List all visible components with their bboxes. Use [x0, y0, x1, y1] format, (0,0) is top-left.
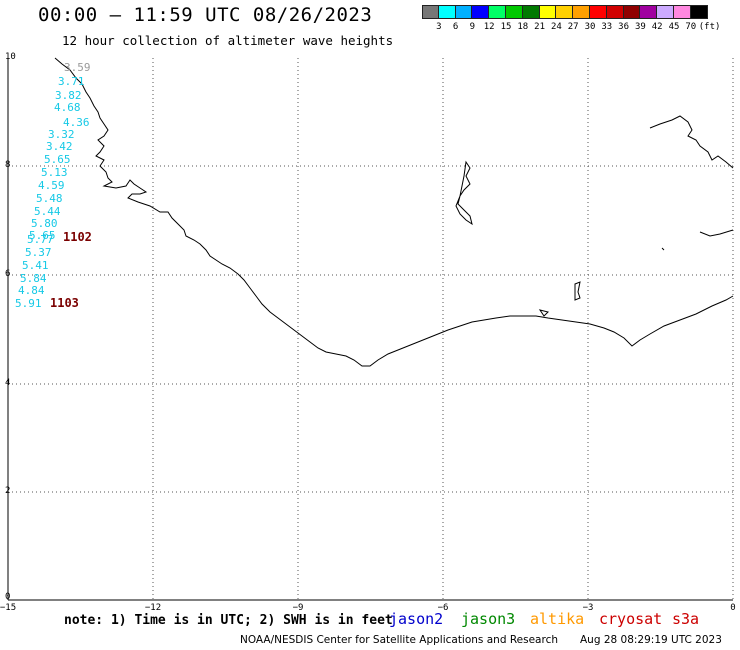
legend-label: 30 [584, 22, 596, 32]
wave-height-label: 5.41 [22, 259, 49, 272]
wave-height-label: 5.48 [36, 192, 63, 205]
satellite-label-altika: altika [530, 610, 585, 628]
legend-label: 9 [469, 22, 476, 32]
legend-swatch [657, 5, 674, 19]
wave-height-label: 4.36 [63, 116, 90, 129]
legend-label: 45 [668, 22, 680, 32]
wave-height-label: 4.68 [54, 101, 81, 114]
legend-swatch [606, 5, 624, 19]
wave-height-label: 5.65 [44, 153, 71, 166]
wave-height-label: 3.82 [55, 89, 82, 102]
wave-height-label: 5.91 [15, 297, 42, 310]
legend-swatch [690, 5, 708, 19]
satellite-label-s3a: s3a [672, 610, 700, 628]
satellite-label-jason3: jason3 [461, 610, 516, 628]
legend-label: 12 [483, 22, 495, 32]
legend-label: 33 [601, 22, 613, 32]
x-tick-label: −6 [437, 603, 449, 613]
page-title: 00:00 – 11:59 UTC 08/26/2023 [38, 4, 373, 26]
y-tick-label: 8 [5, 160, 11, 170]
generated-timestamp: Aug 28 08:29:19 UTC 2023 [580, 634, 722, 646]
wave-height-label: 3.71 [58, 75, 85, 88]
y-tick-label: 2 [5, 486, 11, 496]
y-tick-label: 10 [5, 52, 16, 62]
legend-swatch [505, 5, 523, 19]
wave-height-label: 5.80 [31, 217, 58, 230]
legend-swatch [556, 5, 574, 19]
legend-label: 36 [618, 22, 630, 32]
legend-label: 15 [500, 22, 512, 32]
wave-height-label: 5.13 [41, 166, 68, 179]
legend-swatch [623, 5, 641, 19]
wave-height-label: 5.84 [20, 272, 47, 285]
grid-lines [8, 58, 734, 600]
legend-label: 39 [634, 22, 646, 32]
x-tick-label: −15 [0, 603, 17, 613]
footer-note: note: 1) Time is in UTC; 2) SWH is in fe… [64, 613, 393, 628]
legend-label: 21 [534, 22, 546, 32]
y-tick-label: 0 [5, 592, 11, 602]
x-tick-label: −9 [292, 603, 304, 613]
legend-swatch [573, 5, 590, 19]
wave-height-label: 5.77 [27, 233, 54, 246]
legend-label: 6 [452, 22, 459, 32]
map-frame [7, 58, 733, 601]
legend-swatch [438, 5, 456, 19]
color-legend [422, 5, 708, 19]
legend-swatch [640, 5, 658, 19]
legend-label: 24 [550, 22, 562, 32]
legend-swatch [422, 5, 439, 19]
legend-swatch [489, 5, 506, 19]
cycle-label: 1102 [63, 230, 92, 244]
legend-label: 3 [436, 22, 442, 32]
x-tick-label: −12 [144, 603, 162, 613]
wave-height-label: 4.59 [38, 179, 65, 192]
x-tick-label: −3 [582, 603, 594, 613]
legend-swatch [455, 5, 473, 19]
wave-height-label: 5.37 [25, 246, 52, 259]
wave-height-label: 3.59 [64, 61, 91, 74]
legend-swatch [539, 5, 557, 19]
legend-label: 42 [651, 22, 663, 32]
wave-height-label: 5.44 [34, 205, 61, 218]
legend-label: 70 [685, 22, 697, 32]
coastline [54, 57, 734, 367]
page-subtitle: 12 hour collection of altimeter wave hei… [62, 33, 394, 48]
wave-height-label: 4.84 [18, 284, 45, 297]
x-tick-label: 0 [730, 603, 736, 613]
legend-swatch [522, 5, 540, 19]
color-legend-labels: 3 6 9 12 15 18 21 24 27 30 33 36 39 42 45 70 (ft) [422, 22, 740, 34]
wave-height-label: 5.65 [29, 229, 56, 242]
legend-label: 18 [517, 22, 529, 32]
wave-height-label: 3.32 [48, 128, 75, 141]
legend-swatch [472, 5, 490, 19]
legend-swatch [589, 5, 607, 19]
legend-unit-label: (ft) [698, 22, 721, 32]
wave-height-label: 3.42 [46, 140, 73, 153]
y-tick-label: 4 [5, 378, 11, 388]
satellite-label-cryosat: cryosat [599, 610, 663, 628]
cycle-label: 1103 [50, 296, 79, 310]
satellite-label-jason2: jason2 [389, 610, 444, 628]
y-tick-label: 6 [5, 269, 11, 279]
legend-label: 27 [567, 22, 579, 32]
credit-text: NOAA/NESDIS Center for Satellite Applica… [240, 634, 558, 646]
legend-swatch [673, 5, 691, 19]
